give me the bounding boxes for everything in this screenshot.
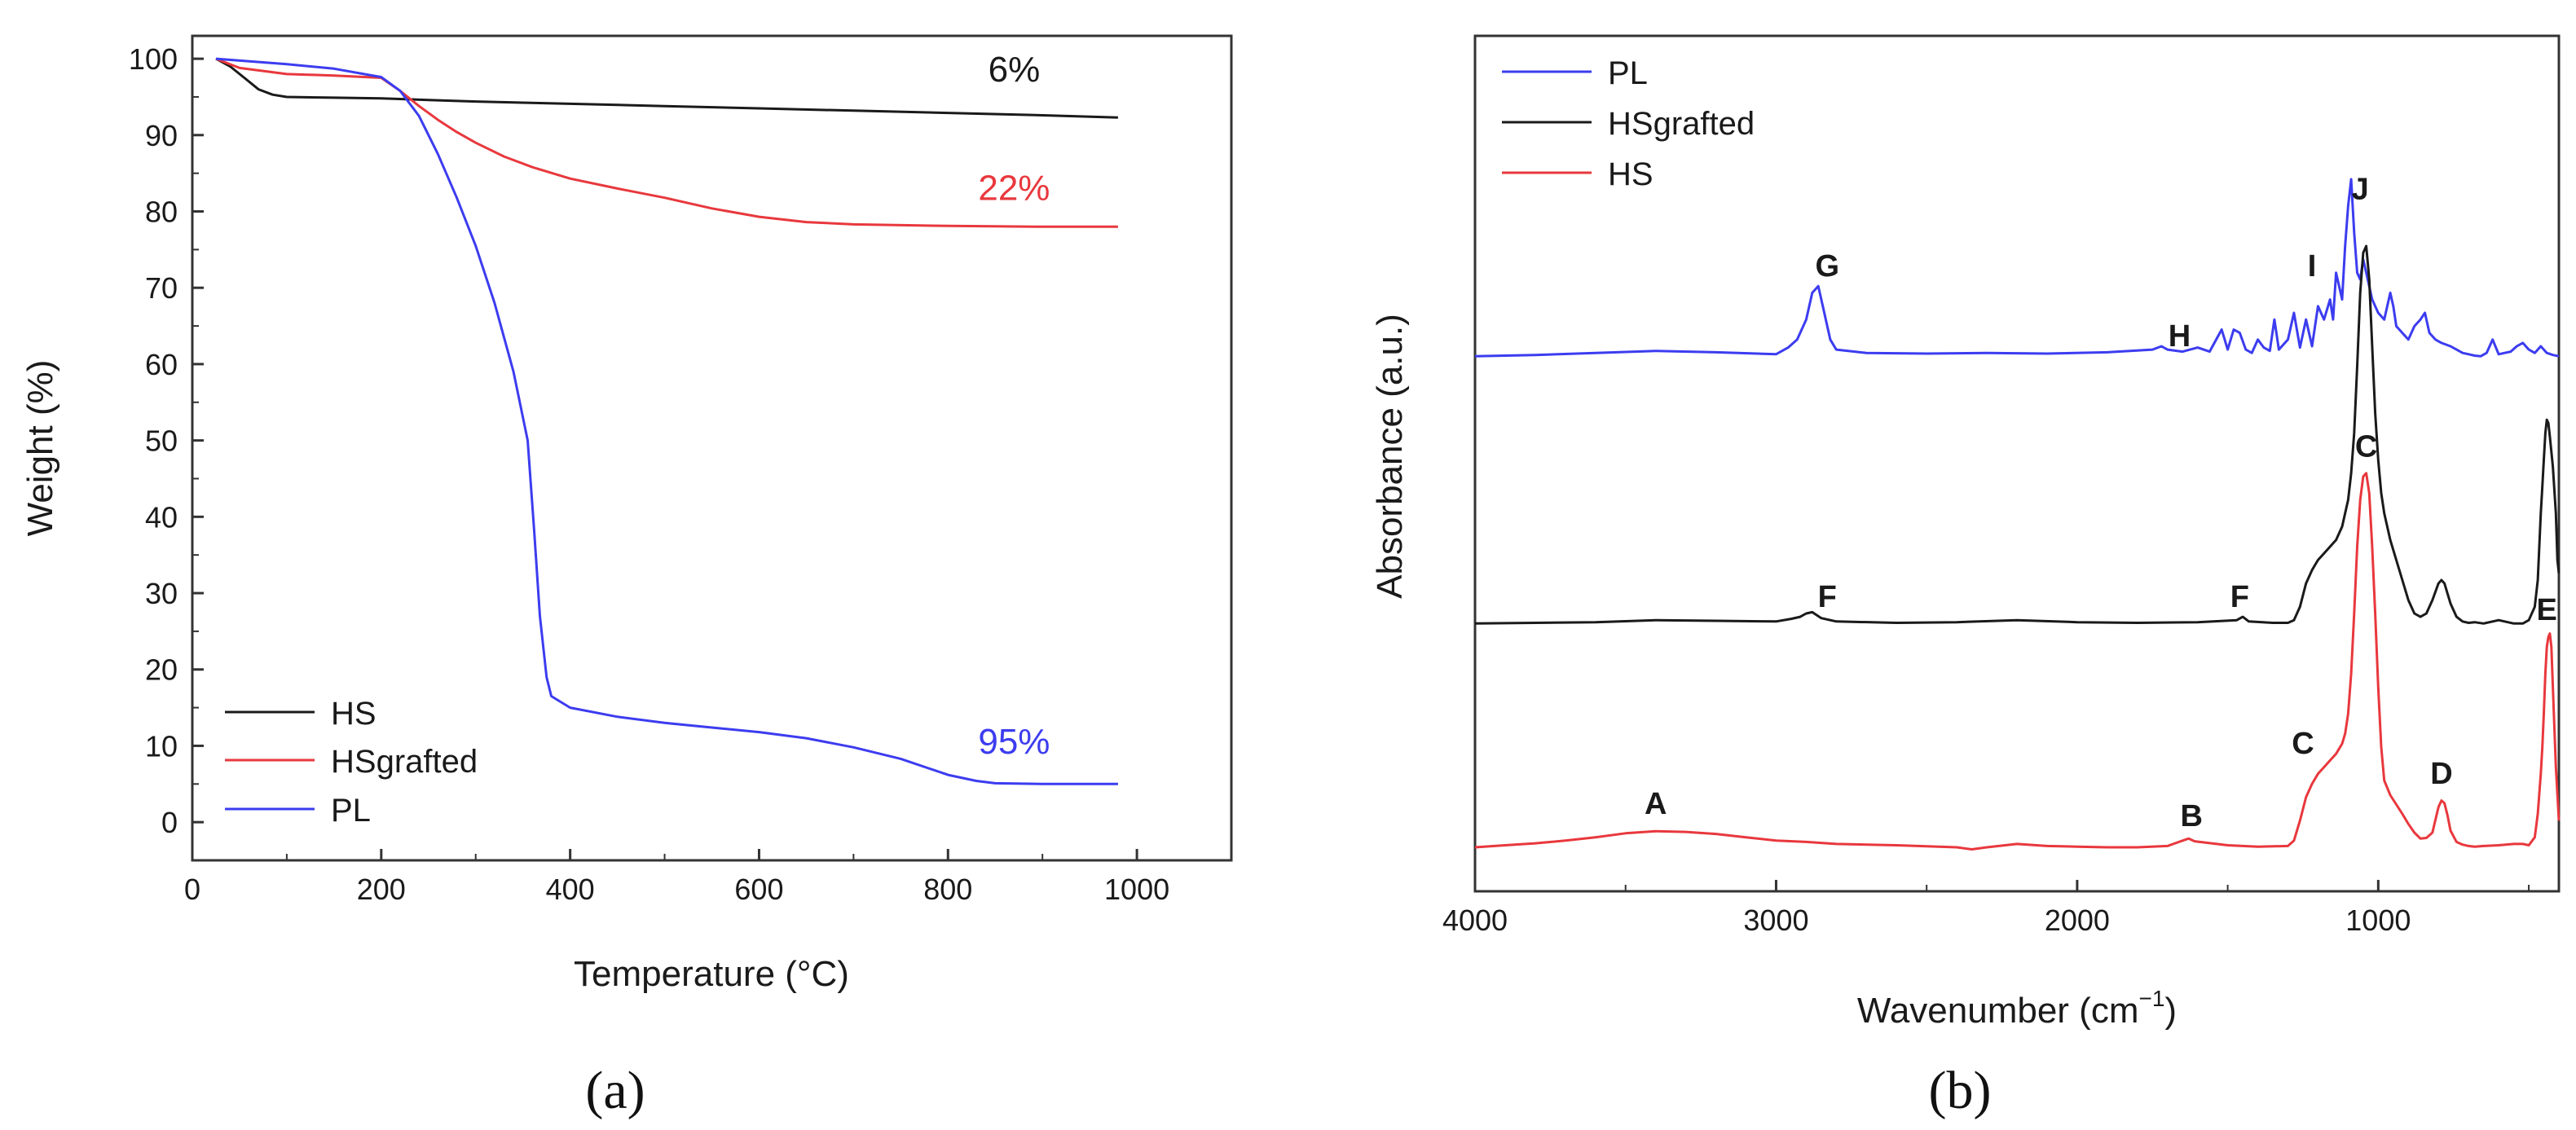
series-line-hsgrafted	[1474, 244, 2561, 625]
ftir-panel: 4000 3000 2000 1000 A B C C D E F F G H I J PL HSgraft…	[1370, 34, 2561, 1120]
y-tick-label: 60	[145, 348, 178, 381]
panel-a-caption: (a)	[585, 1061, 645, 1120]
x-tick-label: 4000	[1442, 904, 1508, 937]
legend-label-hs: HS	[331, 696, 376, 732]
ftir-x-axis-label-superscript: −1	[2138, 986, 2164, 1011]
ftir-plot-frame	[1473, 34, 2561, 893]
x-tick-label: 200	[357, 873, 406, 906]
y-tick-label: 0	[161, 806, 178, 839]
data-label: 95%	[978, 722, 1050, 762]
peak-label-g: G	[1815, 249, 1839, 284]
y-tick-label: 100	[129, 42, 178, 76]
x-tick-label: 400	[546, 873, 595, 906]
tga-x-axis-label: Temperature (°C)	[574, 954, 849, 994]
ftir-y-axis-label: Absorbance (a.u.)	[1370, 314, 1410, 599]
y-tick-label: 30	[145, 577, 178, 610]
peak-label-c: C	[2355, 429, 2377, 464]
ftir-legend: PL HSgrafted HS	[1502, 55, 1755, 192]
ftir-x-axis-label: Wavenumber (cm−1)	[1857, 986, 2177, 1031]
tga-plot-frame	[191, 34, 1233, 862]
ftir-series	[1474, 178, 2561, 851]
x-tick-label: 800	[923, 873, 972, 906]
peak-label-i: I	[2308, 249, 2317, 284]
peak-label-c: C	[2292, 727, 2314, 761]
peak-label-h: H	[2169, 319, 2191, 354]
x-tick-label: 1000	[2345, 904, 2411, 937]
ftir-x-axis-label-suffix: )	[2164, 991, 2177, 1031]
ftir-x-axis-label-main: Wavenumber (cm	[1857, 991, 2139, 1031]
series-line-hs	[1474, 472, 2561, 851]
y-tick-label: 50	[145, 424, 178, 458]
tga-series	[215, 57, 1118, 785]
series-line-hs	[215, 57, 1118, 119]
tga-panel: 0 200 400 600 800 10000102030405060708090100 …	[20, 34, 1233, 1120]
peak-label-b: B	[2181, 799, 2203, 833]
panel-b-caption: (b)	[1929, 1061, 1992, 1120]
peak-label-j: J	[2352, 173, 2369, 207]
ftir-ticks: 4000 3000 2000 1000	[1442, 880, 2530, 937]
peak-label-d: D	[2430, 757, 2452, 791]
y-tick-label: 70	[145, 271, 178, 305]
y-tick-label: 20	[145, 653, 178, 687]
x-tick-label: 600	[734, 873, 783, 906]
ftir-annotations: A B C C D E F F G H I J	[1645, 173, 2557, 833]
peak-label-f: F	[2230, 580, 2249, 614]
x-tick-label: 0	[184, 873, 200, 906]
y-tick-label: 90	[145, 119, 178, 152]
peak-label-a: A	[1645, 787, 1667, 821]
y-tick-label: 40	[145, 500, 178, 534]
tga-legend: HS HSgrafted PL	[225, 696, 478, 829]
x-tick-label: 3000	[1743, 904, 1808, 937]
x-tick-label: 2000	[2045, 904, 2110, 937]
y-tick-label: 10	[145, 729, 178, 763]
tga-ticks: 0 200 400 600 800 1000 0 10 20 30 40 50 60 70 80 90 100	[129, 42, 1169, 906]
series-line-hsgrafted	[215, 57, 1118, 228]
legend-label-hs: HS	[1608, 156, 1653, 192]
tga-annotations: 6% 22% 95%	[978, 50, 1050, 762]
legend-label-hsgrafted: HSgrafted	[1608, 106, 1755, 142]
y-tick-label: 80	[145, 196, 178, 229]
data-label: 6%	[989, 50, 1041, 90]
x-tick-label: 1000	[1104, 873, 1169, 906]
legend-label-pl: PL	[331, 793, 371, 829]
legend-label-pl: PL	[1608, 55, 1648, 91]
tga-y-axis-label: Weight (%)	[20, 360, 60, 537]
peak-label-e: E	[2537, 593, 2557, 627]
legend-label-hsgrafted: HSgrafted	[331, 744, 478, 780]
data-label: 22%	[978, 168, 1050, 208]
series-line-pl	[215, 57, 1118, 785]
series-line-pl	[1474, 178, 2560, 358]
peak-label-f: F	[1818, 580, 1837, 614]
